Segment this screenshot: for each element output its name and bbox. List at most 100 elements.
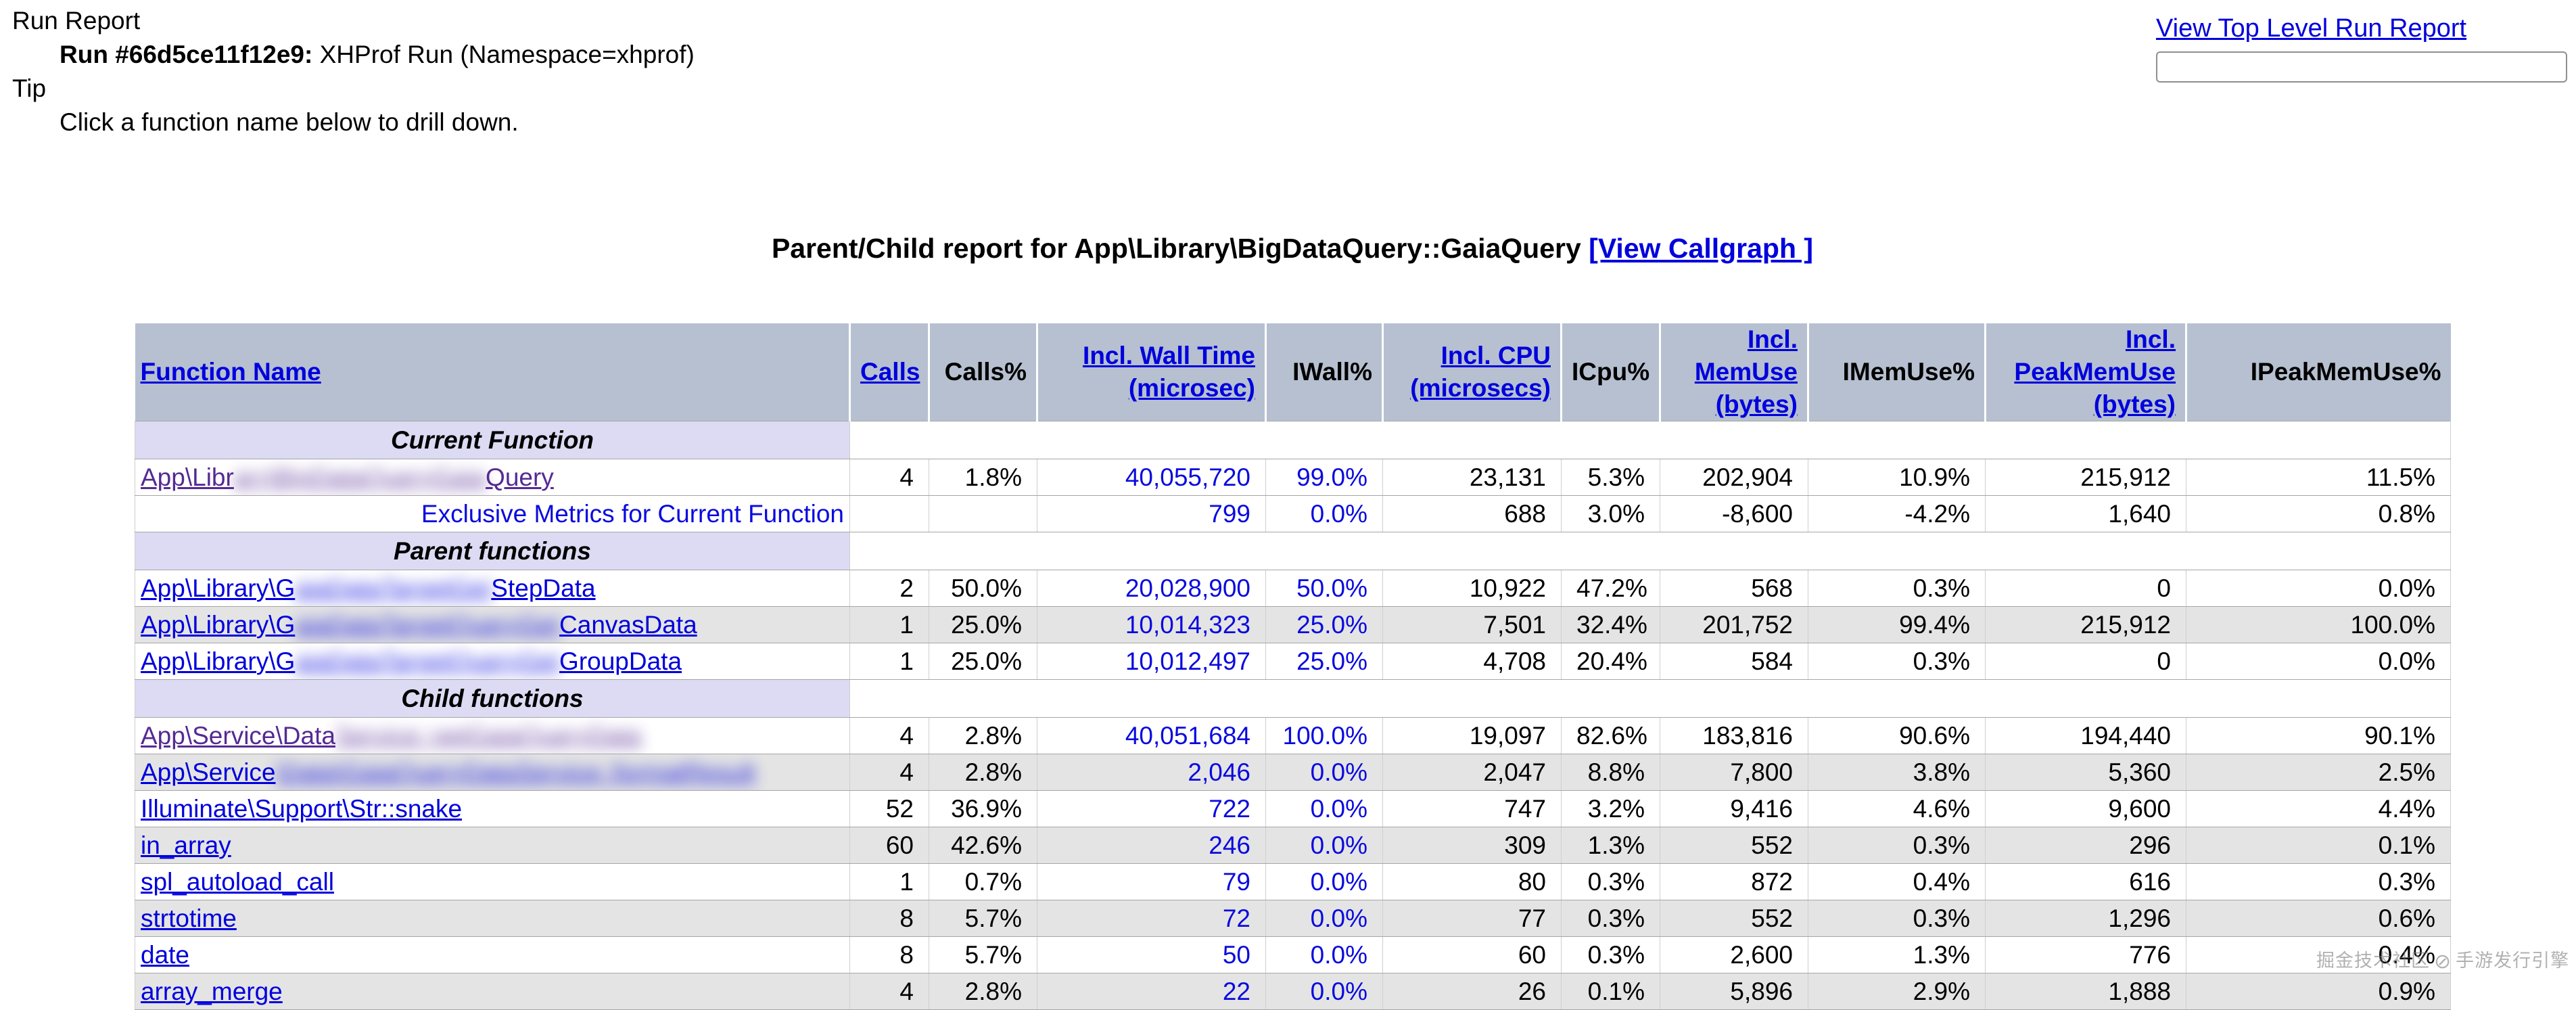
function-name-cell: App\Service\DataService::getGaiaQueryDat… (135, 717, 850, 755)
cell-incl-peakmemuse: 215,912 (1985, 606, 2186, 644)
table-row: Illuminate\Support\Str::snake 52 36.9% 722 0… (135, 790, 2451, 828)
function-link[interactable]: strtotime (141, 904, 237, 932)
table-row: App\Library\GaiaDataTargetGetStepData 2 50… (135, 570, 2451, 607)
cell-calls: 4 (849, 459, 929, 497)
cell-incl-cpu: 10,922 (1382, 570, 1562, 607)
function-link[interactable]: App\Library\GaiaDataTargetQueryGetCanvas… (141, 611, 697, 639)
function-link[interactable]: spl_autoload_call (141, 868, 334, 896)
cell-incl-peakmemuse: 0 (1985, 570, 2186, 607)
section-title: Child functions (135, 679, 850, 718)
cell-iwall-pct: 25.0% (1265, 606, 1383, 644)
function-link[interactable]: App\Library\GaiaDataTargetQueryGetGroupD… (141, 647, 682, 675)
cell-incl-cpu: 2,047 (1382, 754, 1562, 791)
cell-incl-peakmemuse: 0 (1985, 643, 2186, 681)
column-header-incl-cpu[interactable]: Incl. CPU (microsecs) (1382, 323, 1562, 421)
cell-incl-memuse: 202,904 (1660, 459, 1808, 497)
cell-incl-wall: 10,014,323 (1037, 606, 1266, 644)
function-link[interactable]: App\Service\Data\GaiaQueryDataService::f… (141, 758, 755, 786)
function-name-text: App\Service (141, 758, 276, 786)
cell-icpu-pct: 47.2% (1561, 570, 1660, 607)
cell-icpu-pct: 0.1% (1561, 973, 1660, 1010)
table-row: spl_autoload_call 1 0.7% 79 0.0% 80 0.3% 872 0.4… (135, 863, 2451, 901)
function-search-input[interactable] (2156, 51, 2567, 83)
function-name-text: App\Library\G (141, 610, 296, 639)
function-link[interactable]: Illuminate\Support\Str::snake (141, 795, 462, 823)
cell-imemuse-pct: 0.3% (1808, 900, 1986, 938)
sort-link-incl-memuse[interactable]: Incl. MemUse (bytes) (1694, 325, 1798, 419)
function-link[interactable]: in_array (141, 831, 231, 859)
cell-incl-cpu: 60 (1382, 936, 1562, 974)
sort-link-calls[interactable]: Calls (860, 358, 920, 386)
section-spacer (849, 532, 2451, 571)
cell-incl-wall: 20,028,900 (1037, 570, 1266, 607)
cell-incl-memuse: 552 (1660, 827, 1808, 865)
table-row: Parent functions (135, 532, 2451, 571)
cell-ipeakmemuse-pct: 2.5% (2186, 754, 2451, 791)
run-report-label: Run Report (12, 7, 141, 35)
run-id: Run #66d5ce11f12e9: (60, 41, 313, 68)
section-title: Parent functions (135, 532, 850, 571)
function-name-suffix: GroupData (559, 647, 682, 675)
cell-calls: 4 (849, 754, 929, 791)
cell-imemuse-pct: 4.6% (1808, 790, 1986, 828)
cell-ipeakmemuse-pct: 90.1% (2186, 717, 2451, 755)
cell-incl-wall: 2,046 (1037, 754, 1266, 791)
column-header-incl-peakmemuse[interactable]: Incl. PeakMemUse (bytes) (1984, 323, 2186, 421)
column-header-incl-wall[interactable]: Incl. Wall Time (microsec) (1036, 323, 1266, 421)
view-callgraph-link[interactable]: [View Callgraph ] (1589, 233, 1814, 264)
column-header-ipeakmemuse-pct: IPeakMemUse% (2185, 323, 2451, 421)
cell-calls-pct: 2.8% (929, 754, 1037, 791)
cell-icpu-pct: 5.3% (1561, 459, 1660, 497)
cell-incl-memuse: 5,896 (1660, 973, 1808, 1010)
report-title-text: Parent/Child report for App\Library\BigD… (771, 233, 1581, 264)
cell-iwall-pct: 100.0% (1265, 717, 1383, 755)
sort-link-incl-cpu[interactable]: Incl. CPU (microsecs) (1410, 342, 1551, 403)
parent-child-table: Function Name Calls Calls% Incl. Wall Time … (135, 323, 2451, 1010)
cell-imemuse-pct: 99.4% (1808, 606, 1986, 644)
run-info-block: Run Report Run #66d5ce11f12e9: XHProf Ru… (12, 4, 695, 139)
column-header-incl-memuse[interactable]: Incl. MemUse (bytes) (1659, 323, 1808, 421)
cell-incl-cpu: 26 (1382, 973, 1562, 1010)
cell-ipeakmemuse-pct: 0.8% (2186, 495, 2451, 533)
cell-incl-cpu: 77 (1382, 900, 1562, 938)
cell-calls-pct: 42.6% (929, 827, 1037, 865)
sort-link-function-name[interactable]: Function Name (140, 358, 321, 386)
cell-calls-pct: 36.9% (929, 790, 1037, 828)
cell-incl-wall: 22 (1037, 973, 1266, 1010)
watermark-right-text: 手游发行引擎 (2456, 950, 2570, 971)
cell-iwall-pct: 0.0% (1265, 495, 1383, 533)
cell-incl-wall: 10,012,497 (1037, 643, 1266, 681)
sort-link-incl-wall[interactable]: Incl. Wall Time (microsec) (1083, 342, 1255, 403)
cell-calls: 8 (849, 900, 929, 938)
cell-incl-cpu: 688 (1382, 495, 1562, 533)
table-row: in_array 60 42.6% 246 0.0% 309 1.3% 552 0.3% 296 0… (135, 827, 2451, 865)
sort-link-incl-peakmemuse[interactable]: Incl. PeakMemUse (bytes) (2014, 325, 2176, 419)
cell-incl-memuse: 2,600 (1660, 936, 1808, 974)
column-header-function-name[interactable]: Function Name (135, 323, 850, 421)
cell-calls-pct (929, 495, 1037, 533)
cell-incl-cpu: 4,708 (1382, 643, 1562, 681)
column-header-calls[interactable]: Calls (849, 323, 929, 421)
cell-ipeakmemuse-pct: 4.4% (2186, 790, 2451, 828)
cell-incl-peakmemuse: 5,360 (1985, 754, 2186, 791)
cell-calls-pct: 25.0% (929, 643, 1037, 681)
cell-iwall-pct: 50.0% (1265, 570, 1383, 607)
function-link[interactable]: App\Library\BigDataQueryGaiaQuery (141, 463, 554, 491)
function-name-suffix: CanvasData (559, 610, 697, 639)
cell-icpu-pct: 8.8% (1561, 754, 1660, 791)
cell-incl-wall: 72 (1037, 900, 1266, 938)
run-title: Run #66d5ce11f12e9: XHProf Run (Namespac… (60, 38, 695, 72)
cell-calls-pct: 1.8% (929, 459, 1037, 497)
cell-incl-cpu: 23,131 (1382, 459, 1562, 497)
cell-icpu-pct: 0.3% (1561, 863, 1660, 901)
function-link[interactable]: array_merge (141, 978, 283, 1005)
function-link[interactable]: App\Service\DataService::getGaiaQueryDat… (141, 722, 641, 750)
function-link[interactable]: App\Library\GaiaDataTargetGetStepData (141, 574, 596, 602)
cell-incl-peakmemuse: 616 (1985, 863, 2186, 901)
function-name-cell: App\Service\Data\GaiaQueryDataService::f… (135, 754, 850, 791)
table-row: strtotime 8 5.7% 72 0.0% 77 0.3% 552 0.3% 1,296 0.… (135, 900, 2451, 938)
table-row: Current Function (135, 421, 2451, 460)
function-link[interactable]: date (141, 941, 189, 969)
cell-incl-wall: 79 (1037, 863, 1266, 901)
view-top-level-run-report-link[interactable]: View Top Level Run Report (2156, 14, 2467, 43)
